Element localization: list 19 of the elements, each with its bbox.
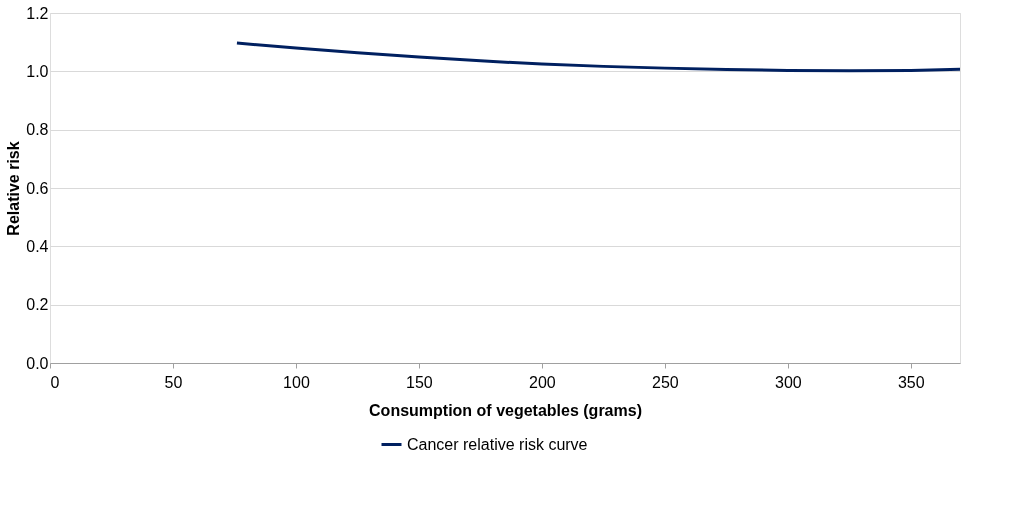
x-tick-label: 350 [897,373,925,391]
y-tick-label: 0.2 [26,296,49,314]
y-axis-title: Relative risk [5,141,23,236]
x-tick-label: 50 [164,373,183,391]
y-tick-label: 1.0 [26,62,49,80]
y-tick-label: 0.8 [26,121,49,139]
y-tick-label: 0.4 [26,237,49,255]
line-series [235,41,962,73]
x-tick-label: 250 [652,373,679,391]
x-tick-label: 300 [774,373,802,391]
y-tick-label: 0.0 [26,354,49,372]
y-tick-label: 0.6 [26,179,49,197]
x-tick-label: 0 [50,373,60,391]
y-tick-label: 1.2 [26,4,49,22]
legend-label: Cancer relative risk curve [407,435,588,453]
x-tick-label: 150 [406,373,433,391]
x-axis-title: Consumption of vegetables (grams) [369,401,642,419]
x-tick-label: 200 [529,373,556,391]
x-tick-label: 100 [283,373,310,391]
